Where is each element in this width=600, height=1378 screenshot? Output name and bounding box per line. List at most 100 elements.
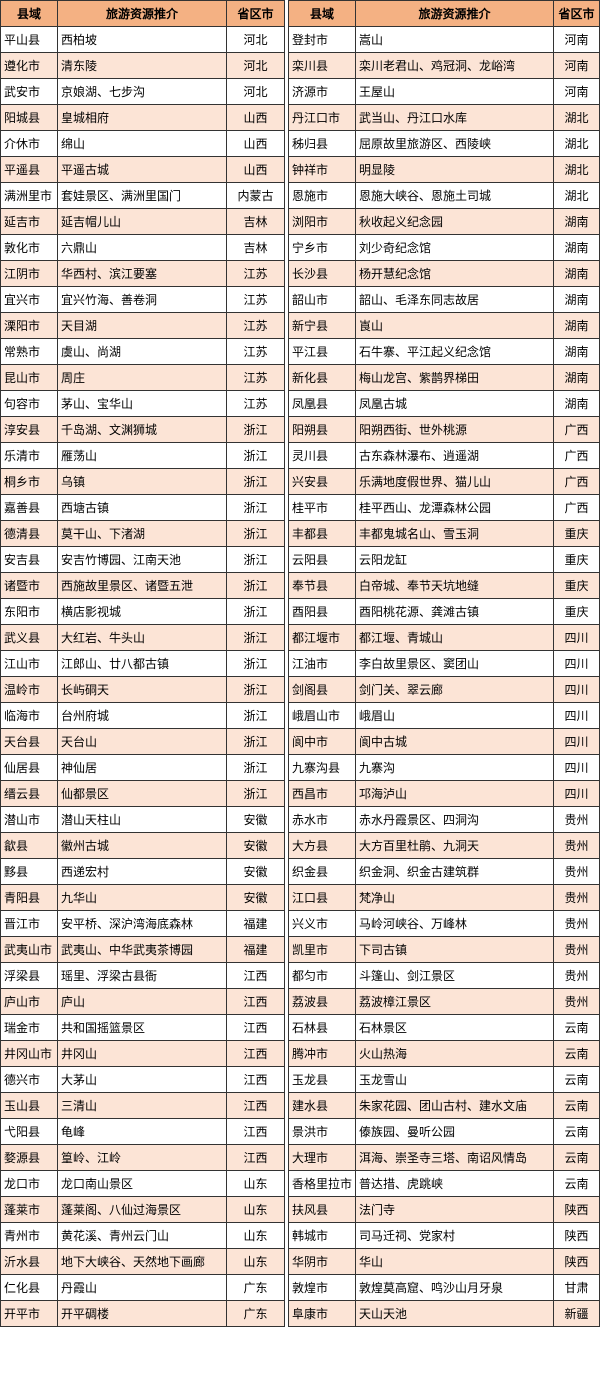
county-cell: 长沙县: [288, 260, 356, 287]
table-row: 钟祥市 明显陵 湖北: [288, 156, 600, 183]
resource-cell: 武夷山、中华武夷茶博园: [57, 936, 227, 963]
province-cell: 陕西: [553, 1248, 600, 1275]
county-cell: 兴安县: [288, 468, 356, 495]
county-cell: 玉山县: [0, 1092, 58, 1119]
resource-cell: 阆中古城: [355, 728, 554, 755]
county-cell: 缙云县: [0, 780, 58, 807]
county-cell: 天台县: [0, 728, 58, 755]
county-cell: 井冈山市: [0, 1040, 58, 1067]
table-row: 温岭市 长屿硐天 浙江: [0, 676, 285, 703]
province-cell: 甘肃: [553, 1274, 600, 1301]
county-cell: 登封市: [288, 26, 356, 53]
table-row: 石林县 石林景区 云南: [288, 1014, 600, 1041]
province-cell: 山东: [226, 1170, 285, 1197]
county-cell: 江油市: [288, 650, 356, 677]
province-cell: 贵州: [553, 962, 600, 989]
resource-cell: 皇城相府: [57, 104, 227, 131]
province-cell: 浙江: [226, 676, 285, 703]
resource-cell: 凤凰古城: [355, 390, 554, 417]
province-cell: 湖北: [553, 156, 600, 183]
county-cell: 开平市: [0, 1300, 58, 1327]
table-row: 玉山县 三清山 江西: [0, 1092, 285, 1119]
province-cell: 浙江: [226, 494, 285, 521]
resource-cell: 普达措、虎跳峡: [355, 1170, 554, 1197]
county-cell: 丰都县: [288, 520, 356, 547]
province-cell: 安徽: [226, 858, 285, 885]
province-cell: 陕西: [553, 1222, 600, 1249]
resource-cell: 梵净山: [355, 884, 554, 911]
province-cell: 安徽: [226, 884, 285, 911]
table-row: 兴义市 马岭河峡谷、万峰林 贵州: [288, 910, 600, 937]
province-cell: 江西: [226, 1144, 285, 1171]
table-row: 青州市 黄花溪、青州云门山 山东: [0, 1222, 285, 1249]
resource-cell: 秋收起义纪念园: [355, 208, 554, 235]
resource-cell: 天目湖: [57, 312, 227, 339]
table-row: 敦煌市 敦煌莫高窟、鸣沙山月牙泉 甘肃: [288, 1274, 600, 1301]
table-row: 平遥县 平遥古城 山西: [0, 156, 285, 183]
resource-cell: 龙口南山景区: [57, 1170, 227, 1197]
table-row: 剑阁县 剑门关、翠云廊 四川: [288, 676, 600, 703]
header-cell: 县域: [288, 0, 356, 27]
resource-cell: 瑶里、浮梁古县衙: [57, 962, 227, 989]
table-row: 昆山市 周庄 江苏: [0, 364, 285, 391]
resource-cell: 武当山、丹江口水库: [355, 104, 554, 131]
county-cell: 阳朔县: [288, 416, 356, 443]
province-cell: 浙江: [226, 754, 285, 781]
resource-cell: 潜山天柱山: [57, 806, 227, 833]
county-cell: 织金县: [288, 858, 356, 885]
county-cell: 延吉市: [0, 208, 58, 235]
province-cell: 浙江: [226, 416, 285, 443]
table-row: 秭归县 屈原故里旅游区、西陵峡 湖北: [288, 130, 600, 157]
resource-cell: 古东森林瀑布、逍遥湖: [355, 442, 554, 469]
county-cell: 武夷山市: [0, 936, 58, 963]
province-cell: 江西: [226, 1066, 285, 1093]
table-row: 韩城市 司马迁祠、党家村 陕西: [288, 1222, 600, 1249]
table-row: 安吉县 安吉竹博园、江南天池 浙江: [0, 546, 285, 573]
resource-cell: 剑门关、翠云廊: [355, 676, 554, 703]
resource-cell: 江郎山、廿八都古镇: [57, 650, 227, 677]
province-cell: 江苏: [226, 364, 285, 391]
province-cell: 四川: [553, 754, 600, 781]
table-row: 嘉善县 西塘古镇 浙江: [0, 494, 285, 521]
province-cell: 四川: [553, 702, 600, 729]
province-cell: 江西: [226, 988, 285, 1015]
table-row: 仙居县 神仙居 浙江: [0, 754, 285, 781]
province-cell: 广西: [553, 416, 600, 443]
table-row: 江阴市 华西村、滨江要塞 江苏: [0, 260, 285, 287]
county-cell: 青阳县: [0, 884, 58, 911]
county-cell: 阆中市: [288, 728, 356, 755]
table-row: 荔波县 荔波樟江景区 贵州: [288, 988, 600, 1015]
province-cell: 贵州: [553, 988, 600, 1015]
county-cell: 平遥县: [0, 156, 58, 183]
county-cell: 剑阁县: [288, 676, 356, 703]
county-cell: 平山县: [0, 26, 58, 53]
county-cell: 香格里拉市: [288, 1170, 356, 1197]
province-cell: 江苏: [226, 260, 285, 287]
province-cell: 河北: [226, 52, 285, 79]
province-cell: 江苏: [226, 390, 285, 417]
resource-cell: 云阳龙缸: [355, 546, 554, 573]
county-cell: 酉阳县: [288, 598, 356, 625]
table-row: 平江县 石牛寨、平江起义纪念馆 湖南: [288, 338, 600, 365]
resource-cell: 篁岭、江岭: [57, 1144, 227, 1171]
county-cell: 潜山市: [0, 806, 58, 833]
county-cell: 都匀市: [288, 962, 356, 989]
table-row: 长沙县 杨开慧纪念馆 湖南: [288, 260, 600, 287]
county-cell: 云阳县: [288, 546, 356, 573]
province-cell: 江苏: [226, 286, 285, 313]
county-cell: 栾川县: [288, 52, 356, 79]
province-cell: 江西: [226, 1014, 285, 1041]
county-cell: 钟祥市: [288, 156, 356, 183]
county-cell: 扶风县: [288, 1196, 356, 1223]
resource-cell: 徽州古城: [57, 832, 227, 859]
table-row: 井冈山市 井冈山 江西: [0, 1040, 285, 1067]
province-cell: 江苏: [226, 312, 285, 339]
table-row: 仁化县 丹霞山 广东: [0, 1274, 285, 1301]
table-row: 都江堰市 都江堰、青城山 四川: [288, 624, 600, 651]
province-cell: 浙江: [226, 780, 285, 807]
header-cell: 省区市: [553, 0, 600, 27]
resource-cell: 西递宏村: [57, 858, 227, 885]
table-row: 灵川县 古东森林瀑布、逍遥湖 广西: [288, 442, 600, 469]
province-cell: 重庆: [553, 546, 600, 573]
table-row: 龙口市 龙口南山景区 山东: [0, 1170, 285, 1197]
